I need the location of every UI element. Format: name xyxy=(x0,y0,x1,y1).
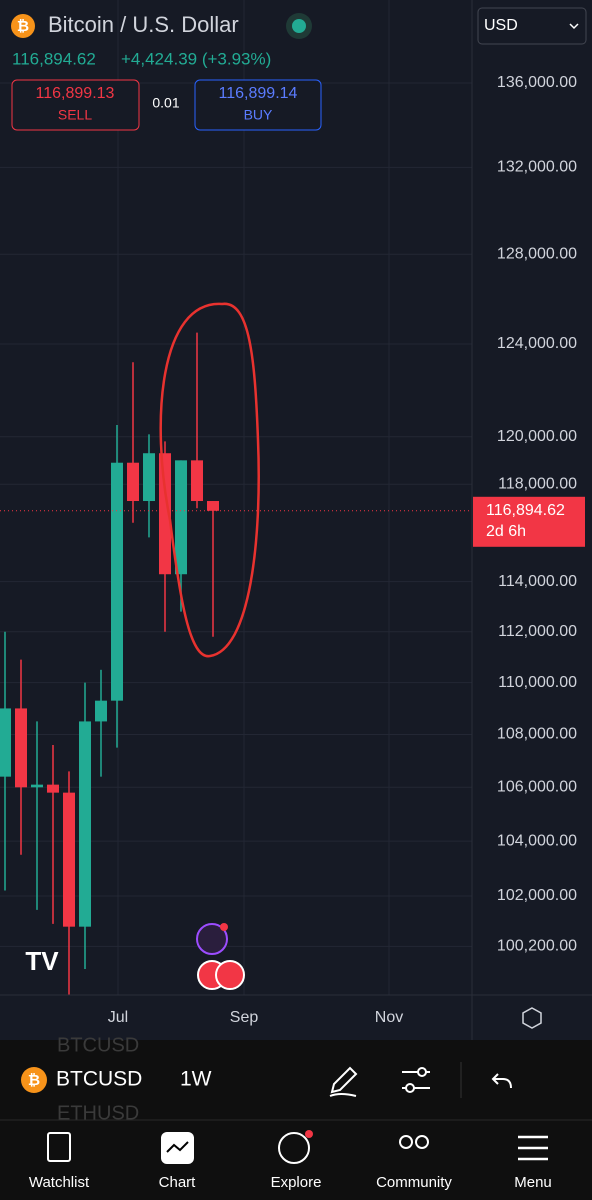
candle-body xyxy=(15,708,27,788)
price-tick-label: 120,000.00 xyxy=(497,428,577,445)
candles xyxy=(0,332,472,995)
current-price-box xyxy=(473,496,585,547)
undo-icon[interactable] xyxy=(491,1073,512,1089)
btc-glyph: ₿ xyxy=(17,18,29,35)
buy-label: BUY xyxy=(244,107,273,123)
price-tick-label: 124,000.00 xyxy=(497,335,577,352)
price-tick-label: 114,000.00 xyxy=(498,573,577,590)
ghost-symbol: BTCUSD xyxy=(57,1034,139,1056)
candle-body xyxy=(63,792,75,927)
ai-icon[interactable] xyxy=(196,923,228,955)
symbol[interactable]: BTCUSD xyxy=(56,1068,142,1091)
candle-body xyxy=(95,700,107,722)
current-price-label: 116,894.62 xyxy=(486,502,565,519)
draw-icon[interactable] xyxy=(329,1066,358,1097)
community-icon xyxy=(415,1135,429,1149)
btc-icon xyxy=(21,1067,47,1093)
tv-logo: TV xyxy=(25,946,59,976)
candle-body xyxy=(0,708,11,777)
explore-icon[interactable] xyxy=(278,1132,310,1164)
last-price: 116,894.62 xyxy=(12,49,96,68)
price-tick-label: 132,000.00 xyxy=(497,159,577,176)
countdown: 2d 6h xyxy=(486,523,526,540)
candle-body xyxy=(191,460,203,502)
sell-label: SELL xyxy=(58,107,92,123)
price-tick-label: 112,000.00 xyxy=(498,623,577,640)
currency-select[interactable] xyxy=(477,7,587,45)
settings-icon[interactable] xyxy=(522,1007,542,1029)
candle-body xyxy=(47,784,59,793)
market-status-dot xyxy=(292,19,306,33)
nav-label[interactable]: Community xyxy=(376,1174,452,1191)
nav-label[interactable]: Explore xyxy=(271,1174,322,1191)
price-tick-label: 104,000.00 xyxy=(497,832,577,849)
buy-price: 116,899.14 xyxy=(219,85,298,102)
candle-body xyxy=(175,460,187,575)
candle-body xyxy=(111,462,123,701)
price-tick-label: 100,200.00 xyxy=(497,938,577,955)
chevron xyxy=(569,23,579,30)
candle-body xyxy=(79,721,91,927)
price-axis: 136,000.00 132,000.00 128,000.00 124,000.00… xyxy=(473,74,585,955)
price-tick-label: 136,000.00 xyxy=(497,74,577,91)
price-tick-label: 108,000.00 xyxy=(497,726,577,743)
sell-price: 116,899.13 xyxy=(36,85,115,102)
btc-glyph: ₿ xyxy=(28,1072,40,1089)
chart-icon-line xyxy=(166,1141,189,1153)
nav-label[interactable]: Menu xyxy=(514,1174,552,1191)
price-tick-label: 110,000.00 xyxy=(498,674,577,691)
btc-icon xyxy=(11,14,35,38)
candle-body xyxy=(143,453,155,502)
ai-badge xyxy=(220,923,228,931)
time-label: Jul xyxy=(108,1009,128,1026)
time-label: Nov xyxy=(375,1009,403,1026)
price-change: +4,424.39 (+3.93%) xyxy=(121,49,271,68)
price-tick-label: 102,000.00 xyxy=(497,887,577,904)
community-icon[interactable] xyxy=(399,1135,413,1149)
grid xyxy=(0,0,472,995)
watchlist-icon[interactable] xyxy=(47,1132,71,1162)
annotation-circle xyxy=(159,302,260,658)
price-tick-label: 118,000.00 xyxy=(498,475,577,492)
candle-body xyxy=(31,784,43,788)
candle-body xyxy=(207,501,219,511)
symbol-title: Bitcoin / U.S. Dollar xyxy=(48,12,239,37)
price-tick-label: 128,000.00 xyxy=(497,246,577,263)
currency: USD xyxy=(484,17,518,34)
nav-label[interactable]: Watchlist xyxy=(29,1174,90,1191)
spread: 0.01 xyxy=(152,95,179,111)
candle-body xyxy=(159,453,171,575)
sell-button[interactable] xyxy=(11,79,140,131)
price-tick-label: 106,000.00 xyxy=(497,779,577,796)
explore-badge xyxy=(305,1130,313,1138)
indicators-knob xyxy=(405,1083,415,1093)
event-flag[interactable] xyxy=(215,960,245,990)
buy-button[interactable] xyxy=(194,79,322,131)
ghost-symbol: ETHUSD xyxy=(57,1102,139,1124)
time-label: Sep xyxy=(230,1009,259,1026)
candle-body xyxy=(127,462,139,502)
nav-label[interactable]: Chart xyxy=(159,1174,197,1191)
interval[interactable]: 1W xyxy=(180,1068,212,1091)
indicators-knob xyxy=(417,1067,427,1077)
menu-icon[interactable] xyxy=(518,1135,548,1161)
